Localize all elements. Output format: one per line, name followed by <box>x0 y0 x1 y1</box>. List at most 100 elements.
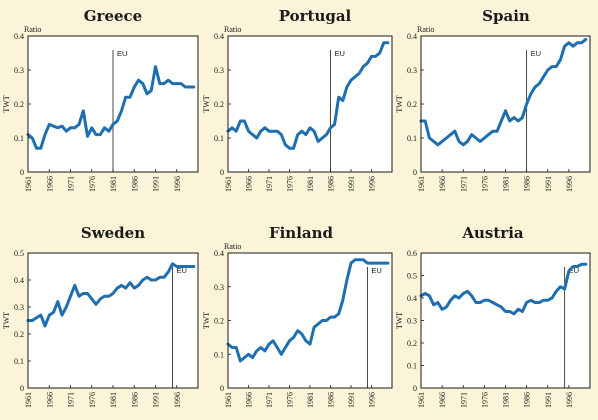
unit-label: Ratio <box>24 25 41 34</box>
plot-area <box>421 36 590 172</box>
x-tick-label: 1961 <box>417 392 426 408</box>
x-tick-label: 1996 <box>368 392 377 408</box>
eu-marker-label: EU <box>371 266 381 275</box>
eu-marker-label: EU <box>177 266 187 275</box>
x-tick-label: 1976 <box>286 176 295 192</box>
x-tick-label: 1966 <box>45 176 54 192</box>
y-tick-label: 0 <box>413 384 417 393</box>
eu-marker-label: EU <box>569 266 579 275</box>
y-tick-label: 0.5 <box>14 249 24 258</box>
y-tick-label: 0.2 <box>214 100 224 109</box>
plot-frame <box>420 35 591 173</box>
y-axis-label: TWT <box>202 312 211 329</box>
x-tick-label: 1976 <box>88 392 97 408</box>
x-tick-label: 1991 <box>544 176 553 192</box>
y-tick-label: 0.1 <box>214 134 224 143</box>
x-tick-label: 1991 <box>347 392 356 408</box>
y-axis-label: TWT <box>395 95 404 112</box>
y-tick-label: 0.5 <box>407 272 417 281</box>
unit-label: Ratio <box>224 25 241 34</box>
x-tick-label: 1986 <box>327 176 336 192</box>
x-tick-label: 1996 <box>565 176 574 192</box>
y-tick-label: 0.6 <box>407 249 417 258</box>
x-tick-label: 1971 <box>459 392 468 408</box>
x-tick-label: 1986 <box>327 392 336 408</box>
y-tick-label: 0.4 <box>214 249 224 258</box>
x-tick-label: 1966 <box>45 392 54 408</box>
y-tick-label: 0 <box>413 168 417 177</box>
x-tick-label: 1961 <box>224 176 233 192</box>
y-tick-label: 0.2 <box>407 100 417 109</box>
y-tick-label: 0 <box>220 384 224 393</box>
y-tick-label: 0.1 <box>407 362 417 371</box>
chart-spain: Spain Ratio TWT 0 0.1 0.2 0.3 0.4 1961 1966 1971 19… <box>395 7 591 192</box>
x-tick-label: 1981 <box>109 176 118 192</box>
x-tick-label: 1986 <box>523 392 532 408</box>
x-tick-label: 1991 <box>152 176 161 192</box>
plot-area <box>228 36 392 172</box>
x-tick-label: 1996 <box>173 176 182 192</box>
y-tick-label: 0.3 <box>14 66 24 75</box>
y-axis-label: TWT <box>395 312 404 329</box>
x-tick-label: 1971 <box>67 392 76 408</box>
plot-area <box>421 253 590 388</box>
y-tick-label: 0 <box>20 168 24 177</box>
y-tick-label: 0.1 <box>214 350 224 359</box>
series-line <box>419 37 588 147</box>
y-tick-label: 0.3 <box>407 66 417 75</box>
series-line <box>26 262 196 328</box>
y-tick-label: 0.1 <box>14 134 24 143</box>
x-tick-label: 1981 <box>502 392 511 408</box>
x-tick-label: 1966 <box>245 176 254 192</box>
y-axis-label: TWT <box>2 312 11 329</box>
chart-portugal: Portugal Ratio TWT 0 0.1 0.2 0.3 0.4 1961 1966 197… <box>202 7 393 192</box>
y-tick-label: 0.2 <box>14 330 24 339</box>
eu-marker-label: EU <box>117 49 127 58</box>
y-tick-label: 0.2 <box>14 100 24 109</box>
x-tick-label: 1971 <box>459 176 468 192</box>
x-tick-label: 1961 <box>417 176 426 192</box>
chart-greece: Greece Ratio TWT 0 0.1 0.2 0.3 0.4 1961 1966 1971 1… <box>2 7 199 192</box>
unit-label: Ratio <box>417 25 434 34</box>
chart-title: Finland <box>269 224 334 242</box>
plot-frame <box>27 252 199 389</box>
x-tick-label: 1981 <box>502 176 511 192</box>
eu-marker-label: EU <box>531 49 541 58</box>
chart-title: Greece <box>84 7 142 25</box>
x-tick-label: 1961 <box>24 176 33 192</box>
x-tick-label: 1966 <box>245 392 254 408</box>
x-tick-label: 1961 <box>224 392 233 408</box>
plot-frame <box>27 35 199 173</box>
eu-marker-label: EU <box>335 49 345 58</box>
x-tick-label: 1976 <box>480 176 489 192</box>
chart-austria: Austria TWT 0 0.1 0.2 0.3 0.4 0.5 0.6 1961 1966 197… <box>395 224 591 408</box>
plot-area <box>28 253 198 388</box>
plot-frame <box>227 252 393 389</box>
x-tick-label: 1966 <box>438 392 447 408</box>
chart-sweden: Sweden TWT 0 0.1 0.2 0.3 0.4 0.5 1961 1966 1971 197… <box>2 224 199 408</box>
x-tick-label: 1971 <box>265 176 274 192</box>
y-tick-label: 0.1 <box>407 134 417 143</box>
y-tick-label: 0.4 <box>14 276 24 285</box>
series-line <box>419 262 588 316</box>
series-line <box>226 41 390 150</box>
x-tick-label: 1991 <box>347 176 356 192</box>
y-tick-label: 0.4 <box>407 294 417 303</box>
chart-title: Austria <box>461 224 524 242</box>
chart-title: Sweden <box>81 224 145 242</box>
y-tick-label: 0.4 <box>214 32 224 41</box>
plot-frame <box>227 35 393 173</box>
y-tick-label: 0 <box>220 168 224 177</box>
x-tick-label: 1991 <box>544 392 553 408</box>
x-tick-label: 1961 <box>24 392 33 408</box>
chart-finland: Finland Ratio TWT 0 0.1 0.2 0.3 0.4 1961 1966 1971… <box>202 224 393 408</box>
x-tick-label: 1996 <box>565 392 574 408</box>
y-tick-label: 0.3 <box>14 303 24 312</box>
x-tick-label: 1981 <box>306 176 315 192</box>
y-tick-label: 0.2 <box>214 317 224 326</box>
y-tick-label: 0.4 <box>14 32 24 41</box>
y-tick-label: 0.3 <box>407 317 417 326</box>
x-tick-label: 1976 <box>286 392 295 408</box>
x-tick-label: 1971 <box>265 392 274 408</box>
